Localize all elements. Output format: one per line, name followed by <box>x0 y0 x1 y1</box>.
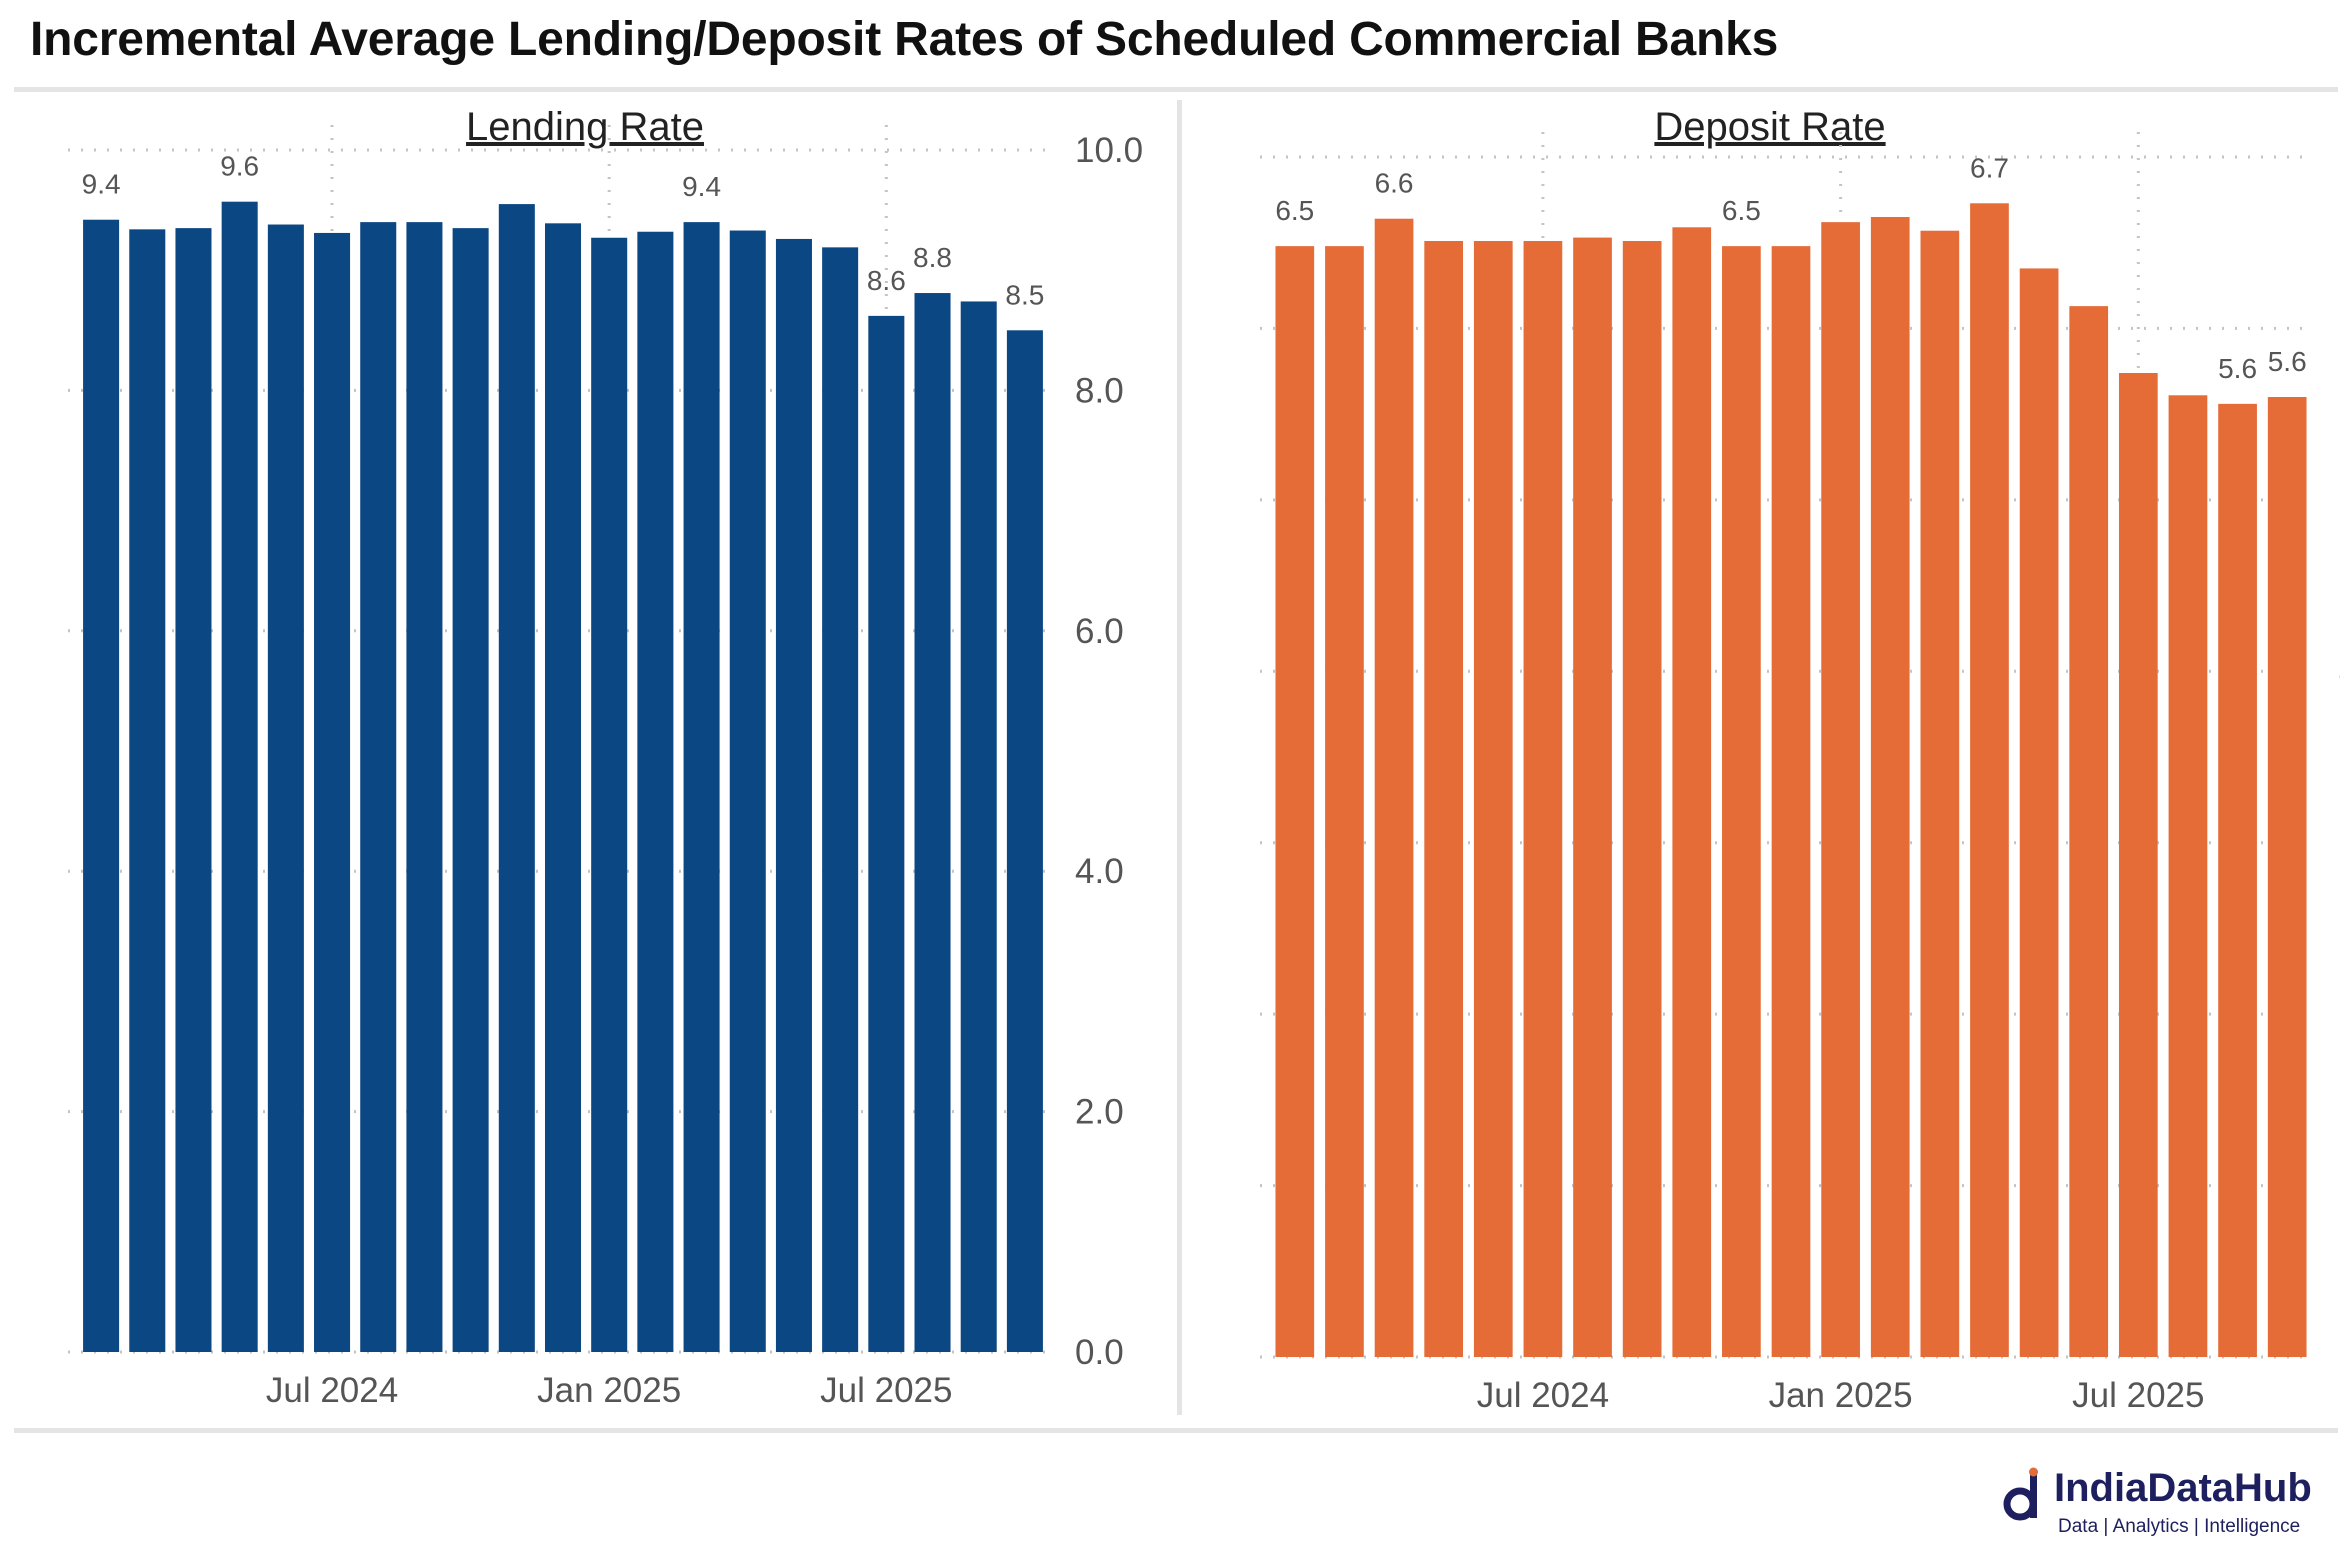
deposit-bar <box>1970 203 2009 1358</box>
deposit-y-tick-label: 1.0 <box>2339 1167 2340 1206</box>
deposit-bar <box>1920 230 1960 1358</box>
deposit-y-tick-label: 3.0 <box>2339 824 2340 863</box>
deposit-bar <box>2267 397 2307 1357</box>
lending-bar <box>83 219 120 1352</box>
deposit-x-tick-label: Jan 2025 <box>1769 1376 1913 1415</box>
lending-panel-title: Lending Rate <box>466 105 704 149</box>
lending-data-label: 9.4 <box>682 171 721 202</box>
lending-x-tick-label: Jan 2025 <box>537 1371 681 1410</box>
deposit-bar <box>1424 241 1464 1357</box>
deposit-bar <box>2069 306 2109 1358</box>
deposit-bar <box>1722 246 1761 1358</box>
indiadatahub-logo: IndiaDataHub Data | Analytics | Intellig… <box>2002 1466 2332 1546</box>
lending-bar <box>175 228 212 1352</box>
lending-bar <box>637 231 674 1353</box>
lending-data-label: 9.6 <box>220 151 259 182</box>
deposit-bar <box>1573 237 1612 1358</box>
lending-bar <box>591 237 628 1353</box>
bottom-divider <box>14 1428 2338 1433</box>
deposit-data-label: 6.5 <box>1275 195 1314 226</box>
lending-bar <box>129 229 166 1352</box>
deposit-data-label: 6.5 <box>1722 195 1761 226</box>
deposit-data-label: 6.6 <box>1375 168 1414 199</box>
deposit-data-label: 5.6 <box>2218 353 2257 384</box>
deposit-bar <box>1870 217 1910 1357</box>
lending-bar <box>360 222 397 1352</box>
deposit-panel-title: Deposit Rate <box>1654 105 1885 149</box>
deposit-y-tick-label: 4.0 <box>2339 652 2340 691</box>
panel-divider <box>1177 100 1182 1415</box>
deposit-bar <box>1771 246 1811 1358</box>
top-divider <box>14 87 2338 92</box>
lending-bar <box>1006 330 1043 1352</box>
deposit-bar <box>1622 241 1662 1357</box>
deposit-y-tick-label: 7.0 <box>2339 138 2340 177</box>
deposit-rate-chart: Deposit Rate 0.0 1.0 2.0 3.0 4.0 5.0 6.0 7.0 Jul … <box>1260 105 2340 1415</box>
deposit-bar <box>1325 246 1364 1358</box>
lending-bar <box>314 232 351 1353</box>
lending-y-tick-label: 0.0 <box>1075 1333 1124 1372</box>
deposit-bar <box>2168 395 2208 1357</box>
lending-y-tick-label: 8.0 <box>1075 371 1124 410</box>
lending-bar <box>822 247 859 1352</box>
deposit-bar <box>1523 241 1563 1357</box>
lending-bar <box>868 315 905 1353</box>
logo-tagline: Data | Analytics | Intelligence <box>2058 1516 2301 1537</box>
lending-bar <box>267 224 304 1352</box>
lending-x-tick-label: Jul 2024 <box>266 1371 398 1410</box>
deposit-data-label: 5.6 <box>2268 346 2307 377</box>
deposit-y-tick-label: 0.0 <box>2339 1338 2340 1377</box>
lending-bar <box>406 222 443 1352</box>
logo-name: IndiaDataHub <box>2054 1466 2312 1510</box>
lending-data-label: 9.4 <box>82 169 121 200</box>
lending-data-label: 8.6 <box>867 265 906 296</box>
chart-title: Incremental Average Lending/Deposit Rate… <box>30 13 1779 66</box>
lending-data-label: 8.8 <box>913 242 952 273</box>
deposit-data-label: 6.7 <box>1970 152 2009 183</box>
deposit-bar <box>1473 241 1513 1357</box>
deposit-y-tick-label: 2.0 <box>2339 995 2340 1034</box>
deposit-y-tick-label: 6.0 <box>2339 309 2340 348</box>
lending-bar <box>960 301 997 1352</box>
lending-bar <box>729 230 766 1353</box>
deposit-bar <box>2218 403 2257 1357</box>
indiadatahub-logo-icon <box>2003 1467 2038 1521</box>
lending-bar <box>498 204 535 1353</box>
lending-bar <box>683 222 720 1352</box>
lending-rate-chart: Lending Rate 0.0 2.0 4.0 6.0 8.0 10.0 Jul 2024 J… <box>68 105 1143 1410</box>
lending-x-tick-label: Jul 2025 <box>820 1371 952 1410</box>
lending-data-label: 8.5 <box>1005 279 1044 310</box>
lending-y-tick-label: 10.0 <box>1075 131 1143 170</box>
deposit-bar <box>2019 268 2059 1357</box>
deposit-x-tick-label: Jul 2024 <box>1477 1376 1609 1415</box>
deposit-x-tick-label: Jul 2025 <box>2072 1376 2204 1415</box>
lending-y-tick-label: 2.0 <box>1075 1093 1124 1132</box>
lending-bar <box>775 238 812 1352</box>
lending-bar <box>221 201 258 1352</box>
deposit-y-tick-label: 5.0 <box>2339 481 2340 520</box>
lending-bar <box>544 223 582 1352</box>
deposit-bar <box>1275 246 1315 1358</box>
lending-bar <box>914 293 951 1353</box>
deposit-bar <box>1672 227 1712 1357</box>
deposit-bar <box>2118 373 2158 1357</box>
lending-y-tick-label: 4.0 <box>1075 852 1124 891</box>
deposit-bar <box>1374 218 1414 1357</box>
lending-y-tick-label: 6.0 <box>1075 612 1124 651</box>
deposit-bar <box>1821 222 1860 1358</box>
lending-bar <box>452 228 489 1352</box>
